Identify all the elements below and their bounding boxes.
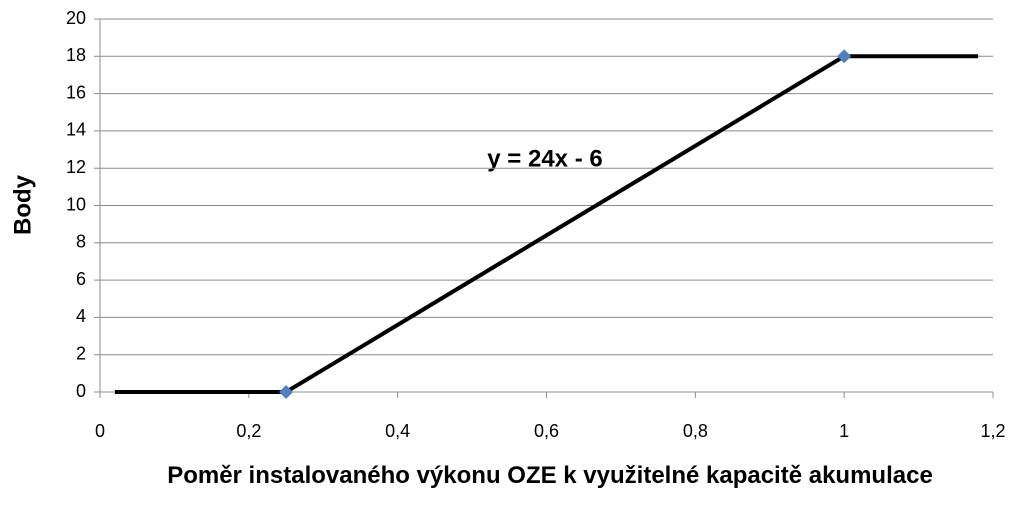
y-tick-label: 10: [66, 194, 86, 214]
y-tick-label: 8: [76, 232, 86, 252]
y-tick-label: 20: [66, 8, 86, 28]
marker: [279, 385, 294, 399]
line: [114, 54, 979, 394]
y-tick-label: 14: [66, 120, 86, 140]
x-tick-label: 0,6: [534, 421, 559, 441]
y-axis-label: Body: [9, 174, 36, 235]
y-tick-label: 18: [66, 45, 86, 65]
x-tick-label: 1: [839, 421, 849, 441]
y-tick-label: 6: [76, 269, 86, 289]
marker: [837, 49, 852, 64]
y-tick-label: 16: [66, 82, 86, 102]
y-tick-label: 2: [76, 343, 86, 363]
x-tick-label: 1,2: [980, 421, 1005, 441]
y-tick-label: 0: [76, 381, 86, 401]
y-tick-label: 4: [76, 306, 86, 326]
x-tick-label: 0: [95, 421, 105, 441]
y-tick-label: 12: [66, 157, 86, 177]
x-tick-label: 0,4: [385, 421, 410, 441]
x-axis-label: Poměr instalovaného výkonu OZE k využite…: [167, 462, 933, 489]
x-tick-label: 0,8: [683, 421, 708, 441]
x-tick-label: 0,2: [236, 421, 261, 441]
